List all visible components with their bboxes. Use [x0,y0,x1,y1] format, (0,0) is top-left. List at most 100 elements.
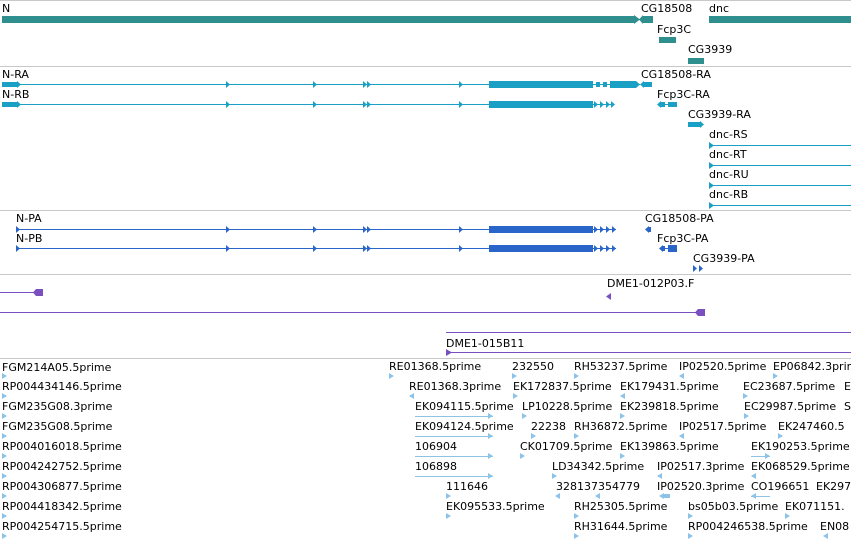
est-feature[interactable] [823,533,828,539]
gene-CG3939-bar[interactable] [688,58,704,64]
est-feature[interactable] [409,393,414,399]
transcript-label-dnc-RU[interactable]: dnc-RU [709,168,749,181]
transcript-CG18508-RA[interactable] [640,81,652,88]
transcript-label-N-RA[interactable]: N-RA [2,68,29,81]
est-feature[interactable] [574,513,579,519]
est-label[interactable]: FGM214A05.5prime [2,361,112,374]
est-feature[interactable] [2,493,7,499]
est-label[interactable]: 22238 [531,420,566,433]
est-feature[interactable] [765,453,770,459]
gene-label-Fcp3C[interactable]: Fcp3C [657,23,691,36]
est-label[interactable]: IP02517.5prime [679,420,767,433]
est-label[interactable]: E [844,380,851,393]
est-feature[interactable] [679,373,684,379]
est-label[interactable]: RP004418342.5prime [2,500,122,513]
est-label[interactable]: S [844,400,851,413]
est-label[interactable]: EK094115.5prime [415,400,514,413]
gene-Fcp3C-bar[interactable] [659,37,676,43]
est-feature[interactable] [446,493,451,499]
protein-N-PA[interactable] [16,226,616,233]
est-feature[interactable] [688,513,693,519]
est-label[interactable]: 328137354779 [556,480,640,493]
est-label[interactable]: EK172837.5prime [513,380,612,393]
est-label[interactable]: CK01709.5prime [520,440,613,453]
est-feature[interactable] [2,473,7,479]
est-feature[interactable] [2,373,7,379]
protein-label-N-PB[interactable]: N-PB [16,232,42,245]
clone-label-DME1-012P03.F[interactable]: DME1-012P03.F [607,277,694,290]
est-feature[interactable] [512,373,517,379]
transcript-dnc-RS[interactable] [709,142,851,149]
est-label[interactable]: RE01368.3prime [409,380,501,393]
est-label[interactable]: EK071151. [785,500,845,513]
est-label[interactable]: IP02520.3prime [657,480,745,493]
est-label[interactable]: RH53237.5prime [574,360,668,373]
est-label[interactable]: LP10228.5prime [522,400,613,413]
est-feature[interactable] [446,513,451,519]
est-feature[interactable] [744,413,749,419]
transcript-label-CG3939-RA[interactable]: CG3939-RA [688,108,751,121]
protein-CG3939-PA[interactable] [693,265,703,272]
est-feature[interactable] [552,473,557,479]
clone-DME1-012P03.F[interactable] [606,293,611,300]
est-feature[interactable] [2,513,7,519]
transcript-dnc-RU[interactable] [709,182,851,189]
est-label[interactable]: RP004306877.5prime [2,480,122,493]
transcript-N-RB[interactable] [2,101,615,108]
est-feature[interactable] [778,433,783,439]
est-feature[interactable] [595,493,600,499]
est-feature[interactable] [520,453,525,459]
est-feature[interactable] [574,373,579,379]
est-feature[interactable] [389,373,394,379]
est-feature[interactable] [620,453,625,459]
gene-label-dnc[interactable]: dnc [709,2,729,15]
est-feature[interactable] [679,433,684,439]
est-feature[interactable] [574,533,579,539]
est-label[interactable]: EC23687.5prime [743,380,835,393]
transcript-label-dnc-RS[interactable]: dnc-RS [709,128,748,141]
est-label[interactable]: EK094124.5prime [415,420,514,433]
protein-label-N-PA[interactable]: N-PA [16,212,42,225]
protein-label-CG3939-PA[interactable]: CG3939-PA [693,252,755,265]
est-feature[interactable] [657,473,662,479]
est-label[interactable]: RP004242752.5prime [2,460,122,473]
clone-long[interactable] [0,309,705,316]
transcript-label-dnc-RT[interactable]: dnc-RT [709,148,747,161]
gene-label-CG3939[interactable]: CG3939 [688,43,732,56]
est-label[interactable]: 106904 [415,440,457,453]
est-feature[interactable] [751,473,756,479]
est-label[interactable]: EK297 [816,480,851,493]
est-feature[interactable] [751,493,756,499]
protein-label-CG18508-PA[interactable]: CG18508-PA [645,212,714,225]
est-feature[interactable] [488,473,493,479]
transcript-label-CG18508-RA[interactable]: CG18508-RA [641,68,711,81]
est-label[interactable]: RH25305.5prime [574,500,668,513]
transcript-label-Fcp3C-RA[interactable]: Fcp3C-RA [657,88,710,101]
est-label[interactable]: CO196651 [751,480,809,493]
est-label[interactable]: IP02517.3prime [657,460,745,473]
transcript-label-N-RB[interactable]: N-RB [2,88,29,101]
est-label[interactable]: EK239818.5prime [620,400,719,413]
clone-left[interactable] [0,289,43,296]
transcript-dnc-RB[interactable] [709,202,851,209]
clone-label-DME1-015B11[interactable]: DME1-015B11 [446,337,524,350]
est-label[interactable]: bs05b03.5prime [688,500,778,513]
transcript-N-RA[interactable] [2,81,640,88]
est-feature[interactable] [620,413,625,419]
gene-N-bar[interactable] [2,16,634,23]
est-label[interactable]: FGM235G08.3prime [2,400,113,413]
est-feature[interactable] [743,393,748,399]
est-feature[interactable] [555,493,560,499]
est-feature[interactable] [688,533,693,539]
est-label[interactable]: EK179431.5prime [620,380,719,393]
est-label[interactable]: RP004254715.5prime [2,520,122,533]
est-label[interactable]: RH31644.5prime [574,520,668,533]
transcript-label-dnc-RB[interactable]: dnc-RB [709,188,748,201]
est-feature[interactable] [488,453,493,459]
est-feature[interactable] [773,373,778,379]
est-feature[interactable] [785,513,790,519]
est-label[interactable]: EK190253.5prime [751,440,850,453]
est-label[interactable]: 106898 [415,460,457,473]
est-label[interactable]: FGM235G08.5prime [2,420,113,433]
est-feature[interactable] [659,493,664,499]
